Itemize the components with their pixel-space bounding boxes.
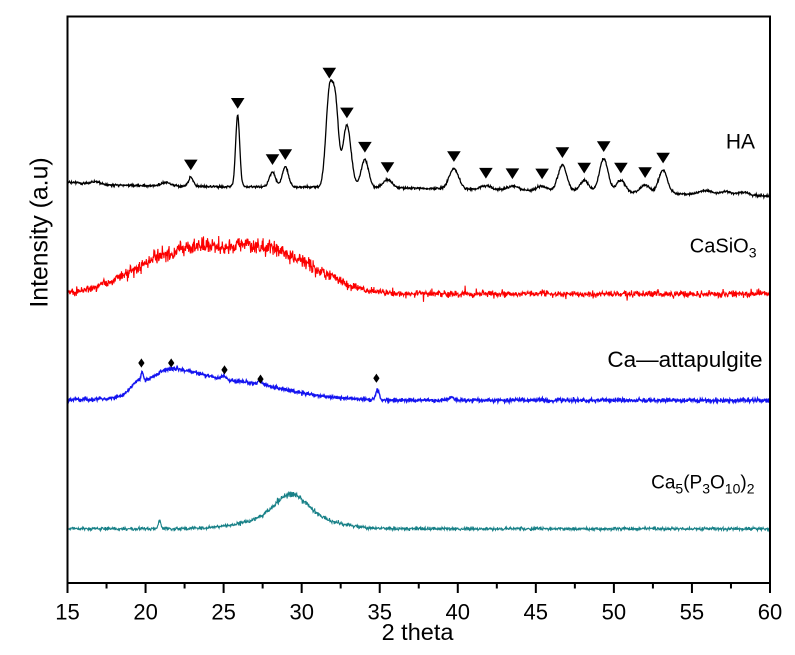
svg-text:15: 15: [55, 600, 79, 625]
svg-text:40: 40: [446, 600, 470, 625]
svg-text:HA: HA: [726, 131, 755, 154]
svg-text:55: 55: [680, 600, 704, 625]
svg-text:Intensity (a.u): Intensity (a.u): [27, 157, 54, 307]
svg-text:60: 60: [758, 600, 782, 625]
svg-text:Ca—attapulgite: Ca—attapulgite: [607, 347, 762, 372]
svg-text:30: 30: [289, 600, 313, 625]
svg-text:25: 25: [211, 600, 235, 625]
svg-text:35: 35: [367, 600, 391, 625]
svg-text:50: 50: [602, 600, 626, 625]
svg-text:2 theta: 2 theta: [382, 619, 455, 645]
svg-text:45: 45: [524, 600, 548, 625]
svg-text:20: 20: [133, 600, 157, 625]
svg-text:CaSiO3: CaSiO3: [690, 236, 757, 261]
